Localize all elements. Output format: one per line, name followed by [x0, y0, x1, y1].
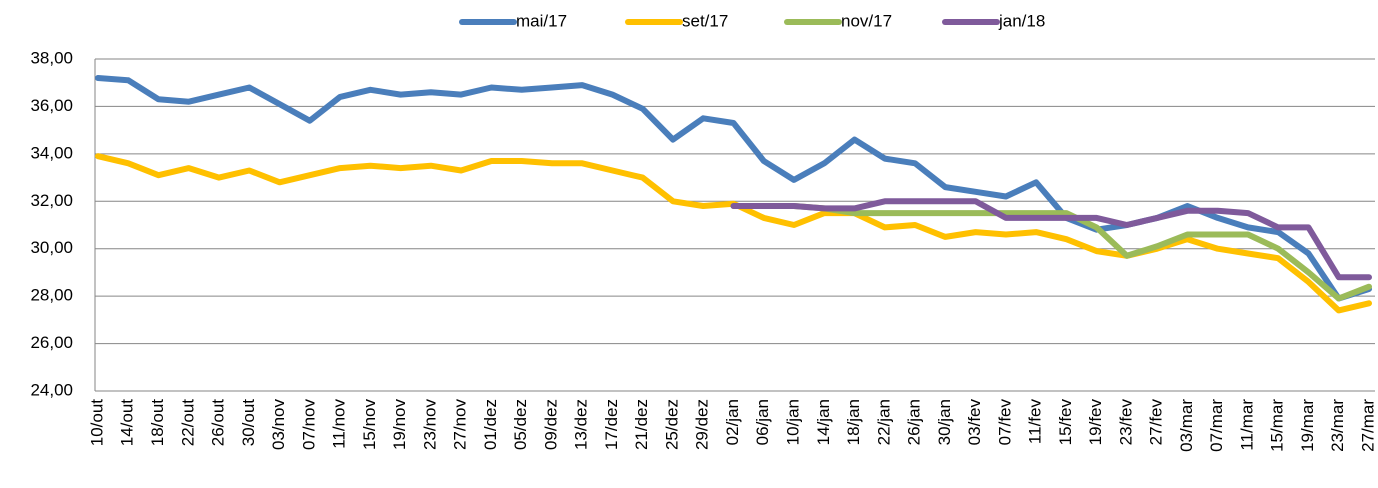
x-tick-label: 26/out: [209, 399, 228, 447]
x-tick-label: 06/jan: [753, 399, 772, 445]
series-line: [730, 198, 1372, 281]
x-tick-label: 21/dez: [632, 399, 651, 450]
y-tick-label: 26,00: [30, 333, 73, 352]
series-line: [95, 153, 1372, 314]
x-tick-label: 05/dez: [511, 399, 530, 450]
x-tick-label: 27/fev: [1147, 399, 1166, 446]
x-tick-label: 14/jan: [814, 399, 833, 445]
y-tick-label: 28,00: [30, 286, 73, 305]
x-tick-label: 15/fev: [1056, 399, 1075, 446]
x-tick-label: 01/dez: [481, 399, 500, 450]
x-tick-label: 03/fev: [965, 399, 984, 446]
x-tick-label: 07/fev: [995, 399, 1014, 446]
x-tick-label: 03/mar: [1177, 399, 1196, 452]
x-tick-label: 19/mar: [1298, 399, 1317, 452]
legend-label: jan/18: [998, 11, 1045, 30]
x-tick-label: 15/mar: [1268, 399, 1287, 452]
x-tick-label: 22/out: [178, 399, 197, 447]
legend-label: mai/17: [516, 11, 567, 30]
x-tick-label: 14/out: [118, 399, 137, 447]
x-tick-label: 13/dez: [572, 399, 591, 450]
x-tick-label: 25/dez: [662, 399, 681, 450]
x-tick-label: 11/nov: [330, 399, 349, 449]
x-tick-label: 03/nov: [269, 399, 288, 451]
x-tick-label: 19/nov: [390, 399, 409, 451]
x-tick-label: 30/jan: [935, 399, 954, 445]
legend-label: nov/17: [841, 11, 892, 30]
y-tick-label: 38,00: [30, 48, 73, 67]
x-tick-label: 11/mar: [1237, 399, 1256, 451]
y-tick-label: 34,00: [30, 143, 73, 162]
x-tick-label: 09/dez: [541, 399, 560, 450]
y-tick-label: 36,00: [30, 96, 73, 115]
x-tick-label: 26/jan: [905, 399, 924, 445]
x-tick-label: 29/dez: [693, 399, 712, 450]
x-tick-label: 02/jan: [723, 399, 742, 445]
x-tick-label: 30/out: [239, 399, 258, 447]
y-tick-label: 24,00: [30, 380, 73, 399]
series-line: [95, 75, 1372, 302]
x-tick-label: 23/mar: [1328, 399, 1347, 452]
x-tick-label: 23/fev: [1116, 399, 1135, 446]
x-tick-label: 27/mar: [1358, 399, 1377, 452]
x-tick-label: 18/jan: [844, 399, 863, 445]
x-tick-label: 15/nov: [360, 399, 379, 451]
x-tick-label: 10/out: [87, 399, 106, 447]
y-tick-label: 32,00: [30, 191, 73, 210]
y-tick-label: 30,00: [30, 238, 73, 257]
x-tick-label: 23/nov: [420, 399, 439, 451]
x-tick-label: 18/out: [148, 399, 167, 447]
legend-label: set/17: [682, 11, 728, 30]
x-tick-label: 17/dez: [602, 399, 621, 450]
x-tick-label: 27/nov: [451, 399, 470, 451]
x-tick-label: 07/mar: [1207, 399, 1226, 452]
x-tick-label: 07/nov: [299, 399, 318, 451]
x-tick-label: 19/fev: [1086, 399, 1105, 446]
x-tick-label: 11/fev: [1026, 399, 1045, 445]
x-tick-label: 10/jan: [784, 399, 803, 445]
x-tick-label: 22/jan: [874, 399, 893, 445]
